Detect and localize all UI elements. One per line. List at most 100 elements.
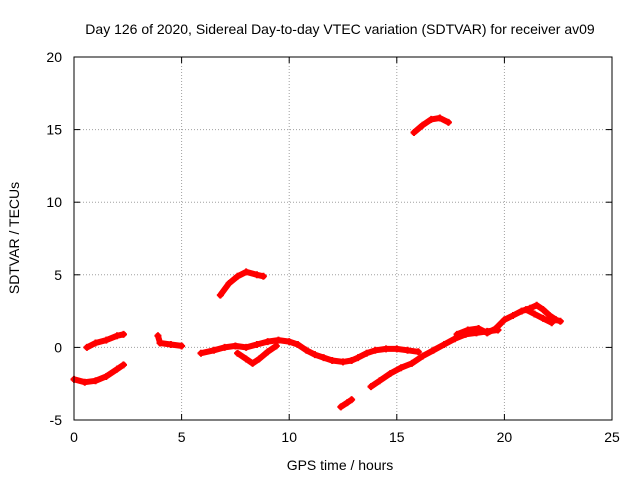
data-point xyxy=(414,348,422,356)
data-point xyxy=(264,338,272,346)
data-point xyxy=(272,342,280,350)
data-point xyxy=(242,355,250,363)
data-point xyxy=(92,377,100,385)
axis-ticks xyxy=(73,56,613,421)
data-point xyxy=(102,336,110,344)
data-point xyxy=(354,354,362,362)
data-point xyxy=(81,378,89,386)
chart-title: Day 126 of 2020, Sidereal Day-to-day VTE… xyxy=(85,21,595,37)
series-arc-7 xyxy=(337,396,356,411)
x-tick-label: 20 xyxy=(497,429,513,445)
data-point xyxy=(113,332,121,340)
x-tick-label: 25 xyxy=(604,429,620,445)
data-point xyxy=(343,399,351,407)
series-arc-4 xyxy=(216,268,267,299)
data-point xyxy=(444,118,452,126)
data-point xyxy=(451,335,459,343)
data-point xyxy=(475,325,483,333)
data-point xyxy=(156,339,164,347)
data-point xyxy=(216,291,224,299)
data-point xyxy=(255,355,263,363)
data-point xyxy=(492,325,500,333)
data-point xyxy=(376,377,384,385)
series-arc-5 xyxy=(197,336,422,366)
data-point xyxy=(548,319,556,327)
y-tick-label: -5 xyxy=(50,412,63,428)
data-point xyxy=(348,356,356,364)
data-point xyxy=(328,356,336,364)
data-point xyxy=(453,330,461,338)
y-tick-label: 5 xyxy=(54,267,62,283)
data-point xyxy=(178,342,186,350)
data-point xyxy=(386,370,394,378)
data-point xyxy=(253,340,261,348)
data-point xyxy=(371,346,379,354)
data-point xyxy=(483,329,491,337)
data-point xyxy=(339,358,347,366)
data-point xyxy=(253,271,261,279)
data-point xyxy=(546,311,554,319)
series-arc-9 xyxy=(453,301,564,338)
y-tick-label: 0 xyxy=(54,339,62,355)
data-point xyxy=(302,346,310,354)
x-axis-label: GPS time / hours xyxy=(287,457,394,473)
data-point xyxy=(264,348,272,356)
data-point xyxy=(234,272,242,280)
grid-lines xyxy=(74,57,612,420)
data-point xyxy=(419,121,427,129)
data-point xyxy=(552,316,560,324)
data-point xyxy=(531,310,539,318)
data-point xyxy=(367,383,375,391)
data-point xyxy=(397,364,405,372)
data-point xyxy=(119,361,127,369)
data-point xyxy=(539,306,547,314)
y-tick-label: 10 xyxy=(46,194,62,210)
data-point xyxy=(225,280,233,288)
data-point xyxy=(274,336,282,344)
x-tick-label: 10 xyxy=(281,429,297,445)
data-point xyxy=(556,317,564,325)
data-point xyxy=(404,346,412,354)
plot-frame xyxy=(73,56,613,421)
data-point xyxy=(522,306,530,314)
data-point xyxy=(221,343,229,351)
data-point xyxy=(440,340,448,348)
data-point xyxy=(348,396,356,404)
data-point xyxy=(294,340,302,348)
x-tick-labels: 0 5 10 15 20 25 xyxy=(70,429,620,445)
data-point xyxy=(102,372,110,380)
data-point xyxy=(285,338,293,346)
data-point xyxy=(234,349,242,357)
data-point xyxy=(242,268,250,276)
data-point xyxy=(249,359,257,367)
series-arc-1 xyxy=(70,361,127,386)
data-point xyxy=(119,330,127,338)
data-point xyxy=(500,316,508,324)
data-point xyxy=(210,346,218,354)
series-arc-3 xyxy=(154,332,186,350)
data-point xyxy=(337,403,345,411)
data-point xyxy=(509,311,517,319)
data-point xyxy=(311,351,319,359)
data-point xyxy=(259,272,267,280)
data-point xyxy=(539,314,547,322)
y-tick-label: 15 xyxy=(46,122,62,138)
data-point xyxy=(320,354,328,362)
y-tick-label: 20 xyxy=(46,49,62,65)
x-tick-label: 15 xyxy=(389,429,405,445)
series-line xyxy=(368,327,501,390)
series-arc-8 xyxy=(367,326,502,391)
data-point xyxy=(113,365,121,373)
series-arc-6 xyxy=(234,342,280,367)
data-point xyxy=(382,345,390,353)
series-line xyxy=(522,306,555,326)
data-point xyxy=(242,343,250,351)
series-arc-11 xyxy=(410,114,452,137)
data-point xyxy=(408,359,416,367)
x-tick-label: 0 xyxy=(70,429,78,445)
series-line xyxy=(154,332,185,349)
data-point xyxy=(436,114,444,122)
data-point xyxy=(427,115,435,123)
series-arc-10 xyxy=(522,306,556,327)
